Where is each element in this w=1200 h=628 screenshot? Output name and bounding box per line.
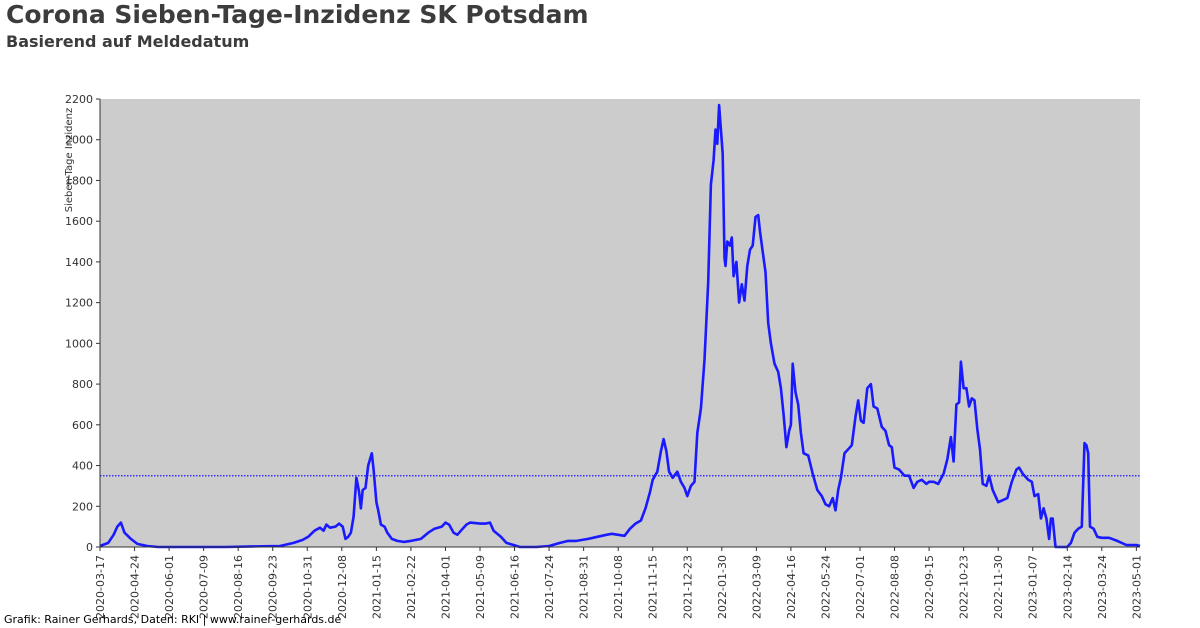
y-tick-label: 1600 <box>65 215 93 228</box>
x-tick-label: 2022-08-08 <box>889 555 902 619</box>
credit-footer: Grafik: Rainer Gerhards, Daten: RKI | ww… <box>4 613 342 626</box>
x-tick-label: 2021-10-08 <box>612 555 625 619</box>
x-tick-label: 2020-07-09 <box>198 555 211 619</box>
y-tick-label: 1400 <box>65 256 93 269</box>
x-tick-label: 2023-02-14 <box>1061 555 1074 619</box>
x-tick-label: 2021-08-31 <box>578 555 591 619</box>
x-tick-label: 2023-05-01 <box>1130 555 1143 619</box>
x-tick-label: 2022-01-30 <box>716 555 729 619</box>
plot-area <box>100 99 1140 547</box>
x-tick-label: 2021-12-23 <box>681 555 694 619</box>
x-tick-label: 2022-05-24 <box>819 555 832 619</box>
x-tick-label: 2020-04-24 <box>129 555 142 619</box>
x-tick-label: 2021-06-16 <box>509 555 522 619</box>
x-tick-label: 2020-03-17 <box>94 555 107 619</box>
y-tick-label: 2000 <box>65 134 93 147</box>
x-tick-label: 2021-01-15 <box>370 555 383 619</box>
x-tick-label: 2022-07-01 <box>854 555 867 619</box>
x-tick-label: 2020-08-16 <box>232 555 245 619</box>
x-tick-label: 2022-03-09 <box>750 555 763 619</box>
chart-subtitle: Basierend auf Meldedatum <box>6 32 250 51</box>
y-tick-label: 400 <box>72 460 93 473</box>
x-tick-label: 2020-06-01 <box>163 555 176 619</box>
x-tick-label: 2021-02-22 <box>405 555 418 619</box>
x-tick-label: 2021-07-24 <box>543 555 556 619</box>
x-tick-label: 2022-04-16 <box>785 555 798 619</box>
x-tick-label: 2022-09-15 <box>923 555 936 619</box>
y-tick-label: 2200 <box>65 93 93 106</box>
y-tick-label: 1800 <box>65 174 93 187</box>
x-tick-label: 2023-03-24 <box>1096 555 1109 619</box>
x-tick-label: 2022-11-30 <box>992 555 1005 619</box>
x-tick-label: 2020-09-23 <box>267 555 280 619</box>
x-tick-label: 2020-12-08 <box>336 555 349 619</box>
x-tick-label: 2023-01-07 <box>1027 555 1040 619</box>
x-tick-label: 2021-05-09 <box>474 555 487 619</box>
y-tick-label: 1200 <box>65 297 93 310</box>
y-tick-label: 800 <box>72 378 93 391</box>
y-axis-label: Sieben-Tage Inzidenz <box>64 108 75 212</box>
x-tick-label: 2022-10-23 <box>958 555 971 619</box>
x-tick-label: 2021-11-15 <box>647 555 660 619</box>
y-tick-label: 0 <box>86 541 93 554</box>
y-tick-label: 200 <box>72 500 93 513</box>
y-tick-label: 1000 <box>65 337 93 350</box>
chart-title: Corona Sieben-Tage-Inzidenz SK Potsdam <box>6 0 589 29</box>
series-line <box>99 103 1141 549</box>
x-tick-label: 2021-04-01 <box>439 555 452 619</box>
y-tick-label: 600 <box>72 419 93 432</box>
x-tick-label: 2020-10-31 <box>301 555 314 619</box>
